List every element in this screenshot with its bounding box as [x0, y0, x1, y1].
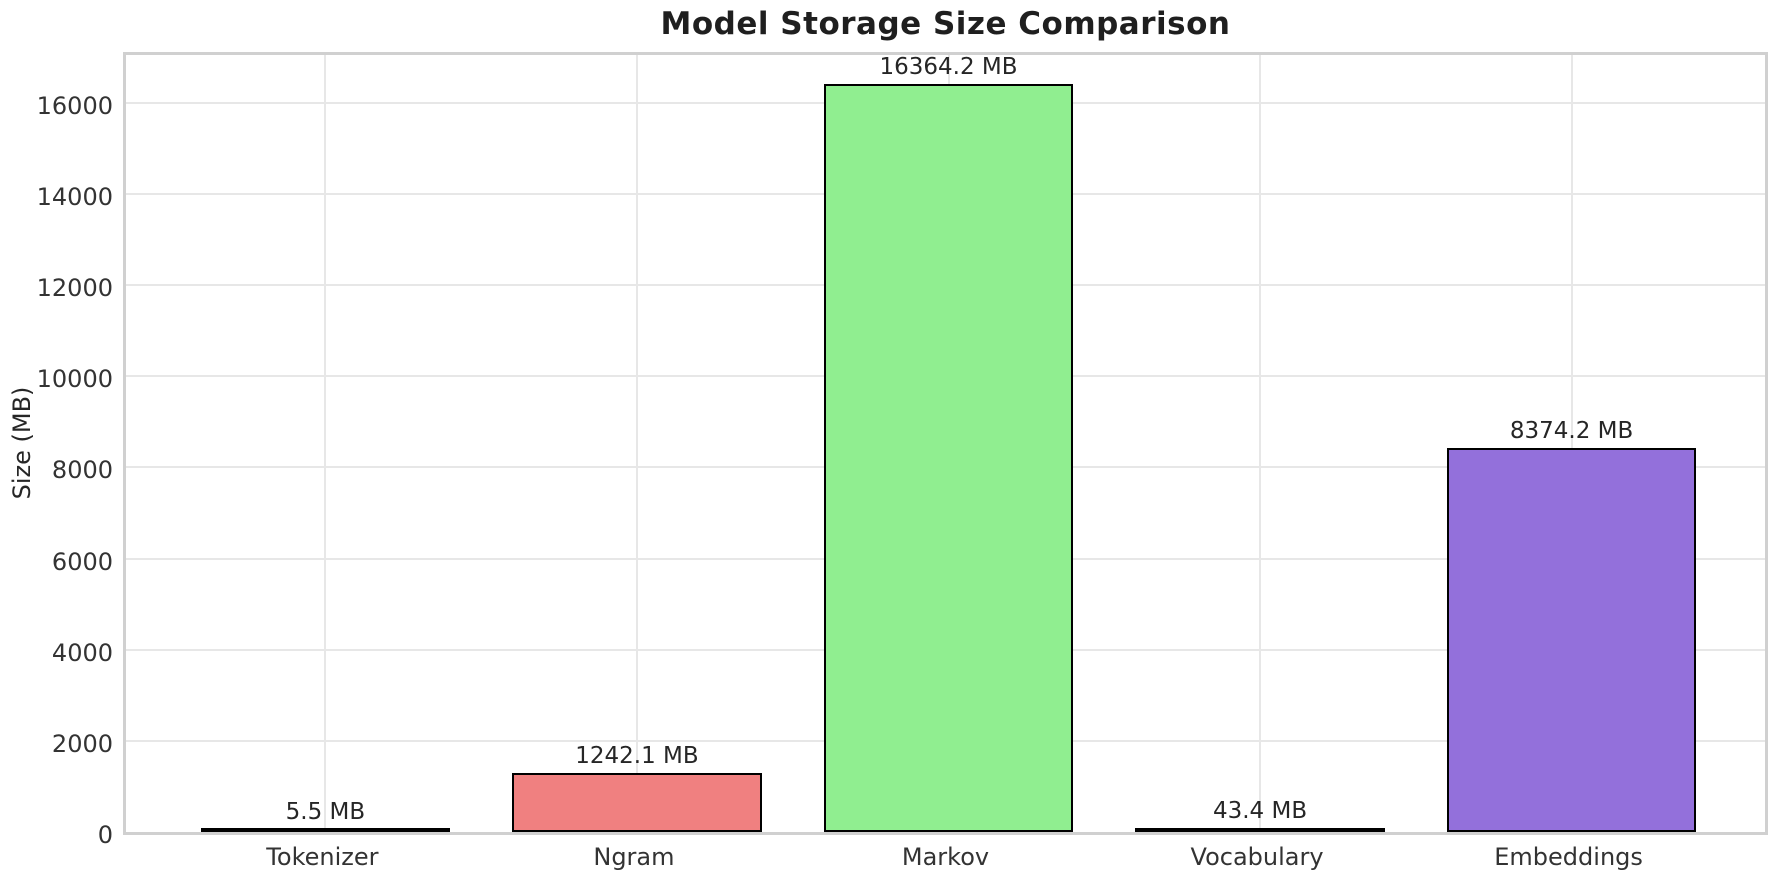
y-tick-label: 8000 — [51, 456, 113, 485]
bar-embeddings — [1446, 448, 1697, 832]
x-tick-label-markov: Markov — [901, 843, 990, 871]
bar-value-label: 1242.1 MB — [575, 743, 699, 770]
bar-vocabulary — [1135, 827, 1385, 832]
x-tick-label-embeddings: Embeddings — [1494, 843, 1643, 871]
bar-ngram — [512, 773, 762, 832]
y-tick-label: 12000 — [36, 274, 113, 303]
x-tick-label-ngram: Ngram — [593, 843, 675, 871]
chart-title: Model Storage Size Comparison — [660, 6, 1231, 42]
y-tick-label: 0 — [97, 821, 113, 849]
bar-value-label: 5.5 MB — [285, 798, 366, 825]
x-tick-label-vocabulary: Vocabulary — [1190, 843, 1324, 871]
plot-area: 5.5 MB 1242.1 MB 16364.2 MB 43.4 MB 8374.2 M… — [123, 52, 1768, 835]
y-axis-label: Size (MB) — [8, 386, 36, 500]
y-tick-label: 2000 — [51, 729, 113, 758]
x-tick-label-tokenizer: Tokenizer — [266, 843, 379, 871]
y-tick-label: 14000 — [36, 183, 113, 211]
vertical-gridline — [635, 55, 638, 832]
bar-value-label: 16364.2 MB — [879, 54, 1018, 81]
bar-value-label: 43.4 MB — [1212, 797, 1308, 824]
y-tick-label: 6000 — [51, 547, 113, 576]
vertical-gridline — [324, 55, 327, 832]
y-tick-label: 4000 — [51, 638, 113, 667]
bar-tokenizer — [200, 828, 450, 832]
vertical-gridline — [1570, 55, 1573, 832]
bar-value-label: 8374.2 MB — [1509, 418, 1634, 445]
y-tick-label: 16000 — [36, 91, 113, 120]
y-tick-label: 10000 — [36, 365, 113, 394]
vertical-gridline — [1259, 55, 1262, 832]
bar-markov — [823, 84, 1074, 832]
